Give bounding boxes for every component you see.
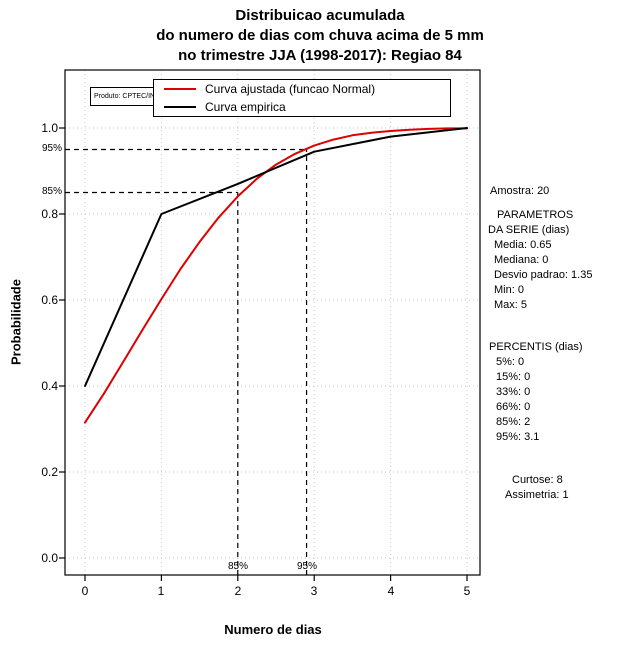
y-tick-label: 0.4: [41, 379, 58, 393]
chart-title-line-3: no trimestre JJA (1998-2017): Regiao 84: [178, 47, 462, 64]
x-axis-title: Numero de dias: [224, 622, 322, 637]
stat-percentis-header: PERCENTIS (dias): [489, 341, 583, 353]
legend-item-empirical: Curva empirica: [164, 98, 450, 116]
legend: Curva ajustada (funcao Normal) Curva emp…: [153, 79, 451, 117]
y-tick-label: 0.8: [41, 207, 58, 221]
stat-assimetria: Assimetria: 1: [505, 489, 569, 501]
y-tick-label: 0.2: [41, 465, 58, 479]
percentile-85-bottom-label: 85%: [227, 561, 248, 572]
stat-curtose: Curtose: 8: [512, 474, 563, 486]
stat-p66: 66%: 0: [496, 401, 531, 413]
stat-parametros-header2: DA SERIE (dias): [488, 224, 570, 236]
x-tick-label: 4: [387, 584, 395, 598]
percentile-95-bottom-label: 95%: [296, 561, 317, 572]
x-tick-label: 0: [81, 584, 89, 598]
stat-p33: 33%: 0: [496, 386, 531, 398]
percentile-85-left-label: 85%: [41, 186, 62, 197]
stat-p85: 85%: 2: [496, 416, 531, 428]
legend-label-empirical: Curva empirica: [205, 100, 286, 114]
chart-title-line-2: do numero de dias com chuva acima de 5 m…: [156, 27, 484, 44]
x-tick-label: 1: [157, 584, 165, 598]
product-badge: Produto: CPTEC/INPE: [90, 87, 169, 106]
stat-p95: 95%: 3.1: [496, 431, 540, 443]
stat-max: Max: 5: [494, 299, 528, 311]
fitted-curve-line-sample-icon: [164, 88, 196, 90]
chart-title: Distribuicao acumulada do numero de dias…: [0, 6, 640, 66]
stat-amostra: Amostra: 20: [490, 185, 550, 197]
stat-p15: 15%: 0: [496, 371, 531, 383]
x-tick-label: 5: [463, 584, 471, 598]
stat-mediana: Mediana: 0: [494, 254, 549, 266]
y-axis-title: Probabilidade: [8, 279, 24, 365]
y-tick-label: 0.6: [41, 293, 58, 307]
stat-media: Media: 0.65: [494, 239, 552, 251]
stat-desvio-padrao: Desvio padrao: 1.35: [494, 269, 593, 281]
stat-min: Min: 0: [494, 284, 524, 296]
x-tick-label: 3: [310, 584, 318, 598]
stat-p5: 5%: 0: [496, 356, 525, 368]
legend-item-fitted: Curva ajustada (funcao Normal): [164, 80, 450, 98]
stats-panel: Amostra: 20 PARAMETROS DA SERIE (dias) M…: [480, 0, 640, 660]
chart-title-line-1: Distribuicao acumulada: [235, 7, 405, 24]
y-tick-label: 1.0: [41, 121, 58, 135]
y-tick-label: 0.0: [41, 551, 58, 565]
product-label: Produto: CPTEC/INPE: [94, 93, 165, 100]
stat-parametros-header: PARAMETROS: [497, 209, 574, 221]
percentile-95-left-label: 95%: [41, 143, 62, 154]
x-tick-label: 2: [234, 584, 242, 598]
legend-label-fitted: Curva ajustada (funcao Normal): [205, 82, 376, 96]
empirical-curve-line-sample-icon: [164, 106, 196, 108]
